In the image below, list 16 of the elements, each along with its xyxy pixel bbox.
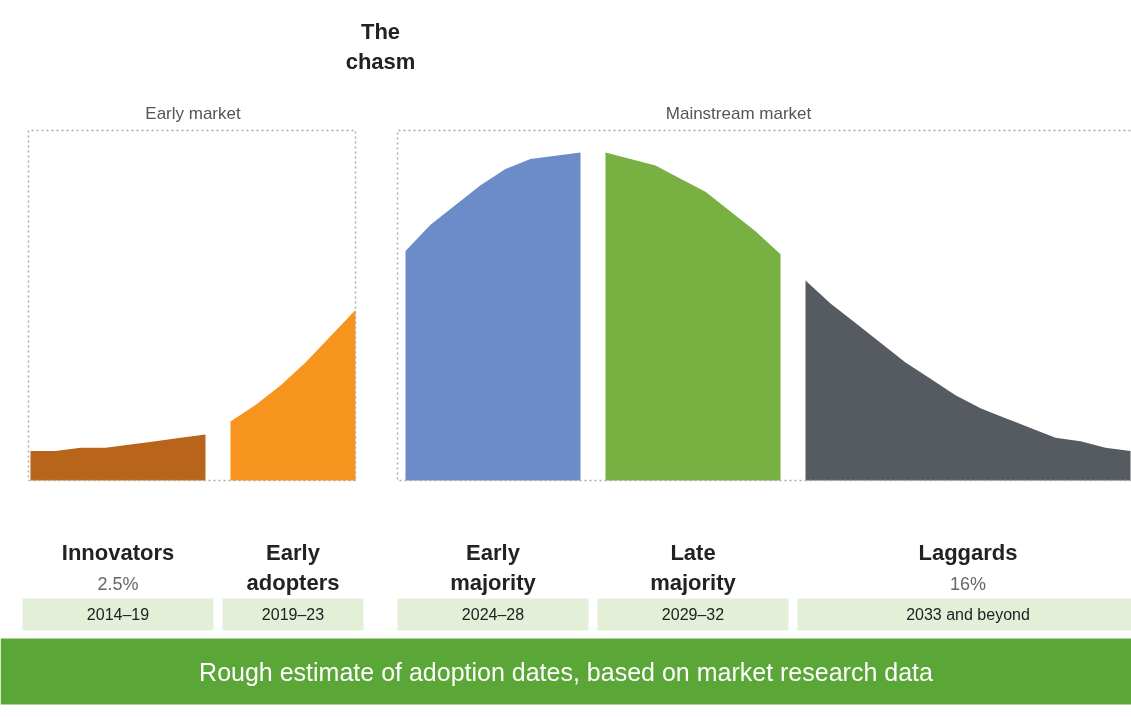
text: Late majority (650, 540, 737, 595)
text: Early adopters (246, 540, 340, 595)
text: 2014–19 (86, 606, 150, 623)
text: 2029–32 (661, 606, 725, 623)
text: Mainstream market (665, 104, 812, 123)
text: 2033 and beyond (906, 606, 1030, 623)
text: Rough estimate of adoption dates, based on market research data (199, 657, 933, 686)
text: Early market (145, 104, 241, 123)
text: Early majority (450, 540, 537, 595)
text: 2024–28 (461, 606, 525, 623)
text: Laggards (918, 540, 1018, 565)
text: The chasm (345, 19, 416, 74)
text: 2.5% (97, 573, 139, 594)
text: 2019–23 (261, 606, 325, 623)
text: 16% (949, 573, 987, 594)
text: Innovators (61, 540, 175, 565)
